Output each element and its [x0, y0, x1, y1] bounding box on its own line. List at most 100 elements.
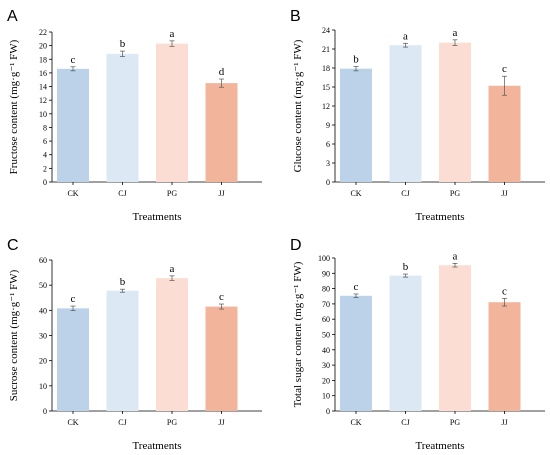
bar-jj — [488, 302, 521, 411]
y-tick-label: 6 — [43, 137, 47, 146]
significance-label: b — [353, 53, 359, 65]
y-tick-label: 80 — [322, 285, 330, 294]
y-tick-label: 10 — [322, 392, 330, 401]
x-tick-label: CK — [350, 189, 361, 198]
y-tick-label: 70 — [322, 300, 330, 309]
bar-pg — [439, 42, 471, 182]
y-tick-label: 30 — [322, 361, 330, 370]
panel-letter-d: D — [290, 237, 302, 254]
y-tick-label: 100 — [318, 254, 330, 263]
y-tick-label: 8 — [43, 123, 47, 132]
y-tick-label: 22 — [39, 28, 47, 37]
y-tick-label: 12 — [322, 102, 330, 111]
x-tick-label: JJ — [218, 418, 224, 427]
y-tick-label: 0 — [326, 178, 330, 187]
bar-cj — [106, 53, 139, 183]
panel-a: A 0 2 4 6 8 10 12 14 16 18 20 22 c CK b CJ a PG d JJ Treatme… — [7, 8, 262, 223]
y-axis-title: Fructose content (mg·g⁻¹ FW) — [8, 39, 20, 174]
panel-c: C 0 10 20 30 40 50 60 c CK b CJ a PG c JJ Treatments Suc… — [7, 237, 262, 452]
y-tick-label: 24 — [322, 26, 330, 35]
x-tick-label: PG — [167, 189, 177, 198]
y-tick-label: 4 — [43, 151, 47, 160]
x-tick-label: CK — [350, 418, 361, 427]
significance-label: a — [403, 30, 408, 42]
panel-letter-c: C — [7, 237, 19, 254]
y-tick-label: 40 — [39, 306, 47, 315]
y-tick-label: 0 — [326, 407, 330, 416]
x-tick-label: PG — [167, 418, 177, 427]
x-tick-label: CJ — [401, 189, 409, 198]
bar-cj — [389, 275, 422, 411]
y-tick-label: 60 — [322, 315, 330, 324]
x-tick-label: CJ — [401, 418, 409, 427]
significance-label: c — [502, 285, 507, 297]
y-tick-label: 30 — [39, 332, 47, 341]
significance-label: a — [453, 250, 458, 262]
panel-d: D 0 10 20 30 40 50 60 70 80 90 100 c CK b CJ a PG c JJ Trea… — [290, 237, 545, 452]
significance-label: a — [170, 263, 175, 275]
significance-label: b — [403, 261, 409, 273]
x-axis-title: Treatments — [415, 440, 464, 452]
bar-ck — [57, 68, 89, 182]
panel-b: B 0 3 6 9 12 15 18 21 24 b CK a CJ a PG c JJ Treatments Gl… — [290, 8, 545, 223]
significance-label: c — [354, 281, 359, 293]
y-tick-label: 16 — [39, 69, 47, 78]
bar-cj — [106, 290, 139, 411]
x-tick-label: CK — [67, 418, 78, 427]
significance-label: a — [453, 27, 458, 39]
y-axis-title: Sucrose content (mg·g⁻¹ FW) — [8, 269, 20, 401]
y-axis-title: Total sugar content (mg·g⁻¹ FW) — [292, 261, 304, 407]
bar-ck — [340, 68, 372, 182]
x-tick-label: JJ — [501, 418, 507, 427]
bar-pg — [439, 265, 471, 411]
y-tick-label: 0 — [43, 407, 47, 416]
y-tick-label: 12 — [39, 96, 47, 105]
x-axis-title: Treatments — [415, 211, 464, 223]
bar-jj — [205, 83, 238, 182]
y-tick-label: 10 — [39, 110, 47, 119]
significance-label: c — [71, 54, 76, 66]
y-tick-label: 18 — [39, 55, 47, 64]
y-tick-label: 50 — [322, 331, 330, 340]
bar-ck — [57, 308, 89, 411]
significance-label: b — [120, 276, 126, 288]
y-tick-label: 90 — [322, 269, 330, 278]
panel-letter-b: B — [290, 8, 301, 25]
bar-jj — [205, 306, 238, 411]
significance-label: d — [219, 66, 225, 78]
significance-label: c — [219, 291, 224, 303]
y-tick-label: 60 — [39, 256, 47, 265]
y-tick-label: 2 — [43, 164, 47, 173]
x-tick-label: CJ — [118, 189, 126, 198]
x-tick-label: PG — [450, 418, 460, 427]
bar-jj — [488, 85, 521, 182]
y-tick-label: 3 — [326, 159, 330, 168]
bar-ck — [340, 295, 372, 411]
x-tick-label: CJ — [118, 418, 126, 427]
x-tick-label: JJ — [501, 189, 507, 198]
x-tick-label: JJ — [218, 189, 224, 198]
significance-label: c — [502, 63, 507, 75]
x-tick-label: PG — [450, 189, 460, 198]
y-tick-label: 20 — [39, 357, 47, 366]
panel-letter-a: A — [7, 8, 18, 25]
y-tick-label: 14 — [39, 83, 47, 92]
bar-cj — [389, 45, 422, 183]
y-tick-label: 40 — [322, 346, 330, 355]
y-tick-label: 6 — [326, 140, 330, 149]
significance-label: c — [71, 293, 76, 305]
significance-label: b — [120, 38, 126, 50]
bar-pg — [156, 43, 188, 182]
y-tick-label: 20 — [322, 376, 330, 385]
y-tick-label: 9 — [326, 121, 330, 130]
x-axis-title: Treatments — [132, 211, 181, 223]
y-tick-label: 50 — [39, 281, 47, 290]
x-tick-label: CK — [67, 189, 78, 198]
bar-pg — [156, 278, 188, 411]
x-axis-title: Treatments — [132, 440, 181, 452]
y-axis-title: Glucose content (mg·g⁻¹ FW) — [292, 39, 304, 172]
y-tick-label: 10 — [39, 382, 47, 391]
y-tick-label: 21 — [322, 45, 330, 54]
y-tick-label: 0 — [43, 178, 47, 187]
